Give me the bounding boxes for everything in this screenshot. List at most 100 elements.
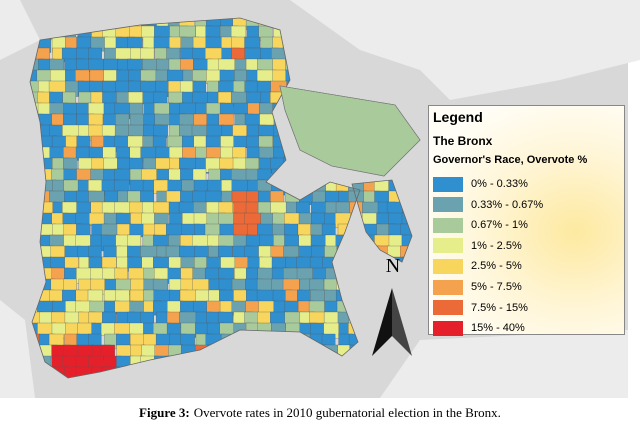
legend-label: 2.5% - 5% [471, 260, 522, 273]
tract [153, 124, 168, 138]
tract [114, 322, 132, 336]
tract [49, 190, 66, 203]
tract [140, 311, 155, 324]
tract [260, 36, 275, 50]
tract [50, 256, 66, 269]
legend-entry: 7.5% - 15% [433, 300, 528, 316]
tract [115, 212, 133, 226]
tract [63, 278, 77, 291]
caption: Figure 3: Overvote rates in 2010 gubernat… [0, 405, 640, 421]
tract [75, 69, 90, 82]
tract [129, 300, 145, 313]
tract [89, 80, 104, 94]
tract [63, 344, 79, 358]
tract [103, 157, 120, 171]
tract [49, 289, 63, 302]
tract [296, 201, 310, 215]
tract [49, 234, 65, 247]
tract [233, 102, 250, 115]
tract [179, 289, 198, 303]
tract [220, 135, 236, 149]
caption-text: Overvote rates in 2010 gubernatorial ele… [193, 405, 501, 420]
tract [179, 245, 198, 259]
tract [116, 333, 133, 346]
tract [36, 69, 52, 82]
tract [114, 201, 131, 215]
tract [64, 256, 79, 270]
tract [101, 201, 117, 214]
legend-swatch [433, 258, 463, 274]
legend-entry: 15% - 40% [433, 320, 525, 336]
tract [205, 36, 223, 50]
legend-entry: 2.5% - 5% [433, 258, 522, 274]
tract [258, 135, 274, 148]
legend-entry: 0.67% - 1% [433, 217, 528, 233]
legend-label: 0% - 0.33% [471, 178, 528, 190]
legend-label: 0.67% - 1% [471, 219, 528, 232]
legend-swatch [433, 320, 463, 336]
tract [140, 80, 157, 93]
tract [129, 157, 143, 171]
tract [181, 179, 196, 193]
tract [244, 113, 262, 127]
tract [193, 135, 208, 148]
tract [205, 47, 223, 61]
tract [62, 91, 76, 104]
tract [231, 179, 250, 192]
tract [179, 311, 198, 325]
legend-swatch [433, 217, 463, 233]
legend-label: 15% - 40% [471, 322, 525, 335]
legend-label: 5% - 7.5% [471, 281, 522, 293]
tract [180, 333, 195, 347]
tract [76, 135, 91, 148]
legend-subtitle: The Bronx [433, 134, 493, 148]
tract [101, 256, 117, 270]
tract [153, 256, 171, 270]
tract [192, 91, 210, 104]
tract [218, 234, 236, 248]
pelham-bay-park [279, 85, 421, 177]
tract [78, 278, 93, 291]
tract [195, 289, 209, 302]
tract [219, 289, 235, 303]
legend: Legend The Bronx Governor's Race, Overvo… [428, 105, 625, 336]
legend-title: Legend [433, 109, 483, 125]
tract [167, 179, 184, 192]
tract [244, 36, 261, 49]
legend-swatch [433, 176, 463, 192]
tract [244, 245, 261, 259]
north-arrow-right [392, 288, 412, 356]
tract [258, 146, 274, 159]
tract [233, 135, 248, 148]
tract [206, 124, 225, 138]
north-arrow-left [372, 288, 392, 356]
legend-swatch [433, 300, 463, 316]
legend-field: Governor's Race, Overvote % [433, 154, 588, 166]
tract [180, 300, 195, 313]
tract [205, 190, 222, 204]
legend-entry: 0.33% - 0.67% [433, 197, 543, 213]
legend-entry: 1% - 2.5% [433, 238, 522, 254]
legend-entry: 5% - 7.5% [433, 279, 522, 295]
tract [115, 289, 130, 302]
tract [284, 212, 301, 225]
land [0, 0, 640, 398]
tract [218, 245, 233, 259]
legend-swatch [433, 238, 463, 254]
legend-label: 7.5% - 15% [471, 301, 528, 314]
tract [75, 234, 93, 248]
tract [116, 146, 132, 159]
tract [283, 267, 299, 281]
legend-swatch [433, 197, 463, 213]
tract [62, 201, 79, 215]
tract [323, 311, 340, 325]
tract [49, 58, 65, 71]
tract [283, 245, 300, 259]
tract [154, 113, 172, 126]
north-label: N [386, 255, 400, 277]
tract [36, 47, 50, 61]
caption-label: Figure 3: [139, 405, 190, 420]
tract [194, 256, 208, 269]
tract [180, 168, 196, 181]
